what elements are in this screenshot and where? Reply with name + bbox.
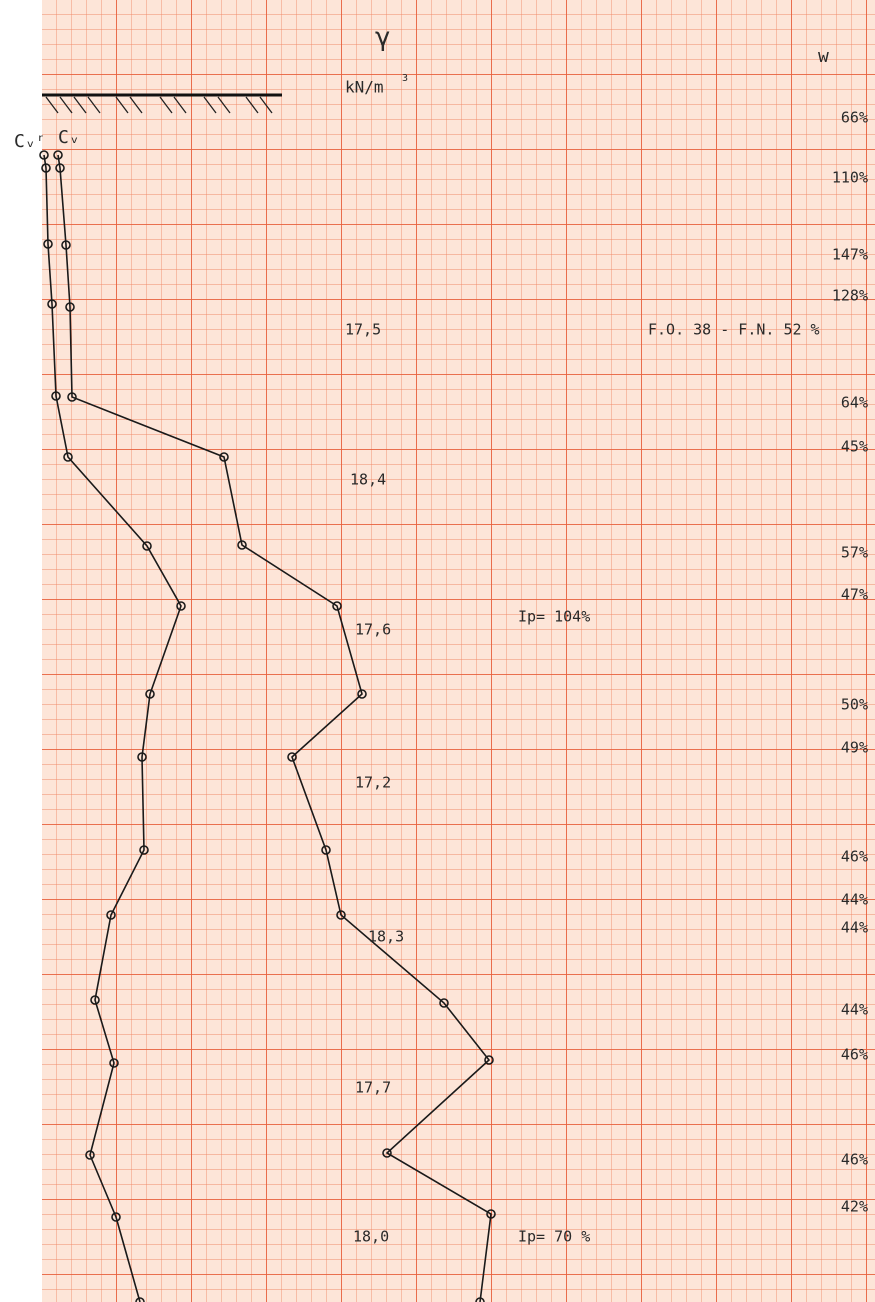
gamma-value: 17,2 [355, 774, 391, 792]
w-value: 110% [832, 169, 868, 187]
data-point [55, 163, 65, 173]
data-point [51, 391, 61, 401]
data-point [486, 1209, 496, 1219]
data-point [176, 601, 186, 611]
data-point [336, 910, 346, 920]
w-value: 49% [841, 739, 868, 757]
w-value: 46% [841, 1151, 868, 1169]
data-point [332, 601, 342, 611]
gamma-unit: kN/m [345, 78, 384, 97]
data-point [135, 1297, 145, 1302]
data-point [63, 452, 73, 462]
curve-left-label: Cᵥʳ [14, 131, 47, 152]
w-value: 44% [841, 891, 868, 909]
data-point [61, 240, 71, 250]
w-value: 45% [841, 438, 868, 456]
annotation: Ip= 70 % [518, 1228, 590, 1246]
w-value: 44% [841, 1001, 868, 1019]
data-point [106, 910, 116, 920]
w-value: 44% [841, 919, 868, 937]
data-point [237, 540, 247, 550]
major-grid [42, 0, 875, 1302]
w-value: 64% [841, 394, 868, 412]
data-point [145, 689, 155, 699]
w-value: 46% [841, 848, 868, 866]
gamma-value: 17,7 [355, 1079, 391, 1097]
w-value: 147% [832, 246, 868, 264]
gamma-symbol: γ [375, 23, 391, 53]
w-value: 50% [841, 696, 868, 714]
curve-right-label: Cᵥ [58, 127, 80, 148]
gamma-value: 18,4 [350, 471, 386, 489]
data-point [219, 452, 229, 462]
gamma-labels: 17,5 18,4 17,6 17,2 18,3 17,7 18,0 [345, 321, 404, 1246]
curve-cvr [43, 154, 182, 1302]
data-point [53, 150, 63, 160]
w-value: 128% [832, 287, 868, 305]
data-point [111, 1212, 121, 1222]
data-point [142, 541, 152, 551]
w-labels: 66% 110% 147% 128% 64% 45% 57% 47% 50% 49% 46% 44% 4… [832, 109, 868, 1216]
data-point [484, 1055, 494, 1065]
data-point [65, 302, 75, 312]
data-point [321, 845, 331, 855]
w-symbol: w [818, 46, 829, 67]
annotation: F.O. 38 - F.N. 52 % [648, 321, 820, 339]
w-value: 66% [841, 109, 868, 127]
w-value: 47% [841, 586, 868, 604]
data-point [41, 163, 51, 173]
annotation: Ip= 104% [518, 608, 590, 626]
data-point [47, 299, 57, 309]
data-point [90, 995, 100, 1005]
data-point [357, 689, 367, 699]
w-value: 46% [841, 1046, 868, 1064]
data-point [109, 1058, 119, 1068]
points [39, 150, 496, 1302]
w-value: 57% [841, 544, 868, 562]
data-point [67, 392, 77, 402]
data-point [85, 1150, 95, 1160]
data-point [439, 998, 449, 1008]
gamma-value: 18,0 [353, 1228, 389, 1246]
gamma-unit-exp: 3 [402, 73, 408, 84]
ground-surface [42, 93, 282, 114]
data-point [43, 239, 53, 249]
gamma-value: 17,6 [355, 621, 391, 639]
data-point [39, 150, 49, 160]
curve-cv [57, 154, 492, 1302]
data-point [139, 845, 149, 855]
data-point [382, 1148, 392, 1158]
gamma-value: 18,3 [368, 928, 404, 946]
data-point [287, 752, 297, 762]
w-value: 42% [841, 1198, 868, 1216]
data-point [137, 752, 147, 762]
gamma-value: 17,5 [345, 321, 381, 339]
data-point [475, 1297, 485, 1302]
